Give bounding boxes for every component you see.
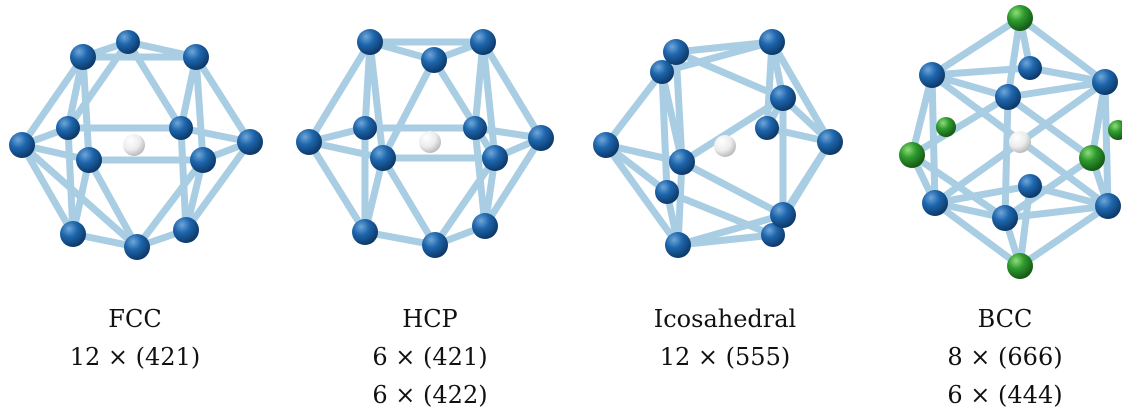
hcp-cluster xyxy=(296,29,554,258)
fcc-cluster xyxy=(9,30,263,260)
icosahedral-cluster xyxy=(593,29,843,258)
bcc-cluster xyxy=(899,5,1122,279)
bcc-center-atom xyxy=(1009,131,1031,153)
bcc-title: BCC xyxy=(977,305,1033,333)
icosahedral-title: Icosahedral xyxy=(653,305,797,333)
bcc-caption: BCC 8 × (666) 6 × (444) xyxy=(870,300,1122,414)
bcc-line-2: 6 × (444) xyxy=(947,381,1063,409)
hcp-center-atom xyxy=(419,131,441,153)
hcp-caption: HCP 6 × (421) 6 × (422) xyxy=(295,300,565,414)
hcp-atoms xyxy=(296,29,554,258)
fcc-atoms xyxy=(9,30,263,260)
icosahedral-caption: Icosahedral 12 × (555) xyxy=(590,300,860,376)
icosahedral-atoms xyxy=(593,29,843,258)
panel-bcc: BCC 8 × (666) 6 × (444) xyxy=(870,0,1122,417)
hcp-title: HCP xyxy=(402,305,458,333)
hcp-line-2: 6 × (422) xyxy=(372,381,488,409)
fcc-center-atom xyxy=(123,134,145,156)
hcp-line-1: 6 × (421) xyxy=(372,343,488,371)
icosahedral-line-1: 12 × (555) xyxy=(659,343,791,371)
fcc-line-1: 12 × (421) xyxy=(69,343,201,371)
fcc-caption: FCC 12 × (421) xyxy=(0,300,270,376)
bcc-atoms xyxy=(899,5,1122,279)
panel-icosahedral: Icosahedral 12 × (555) xyxy=(590,0,860,417)
panel-hcp: HCP 6 × (421) 6 × (422) xyxy=(295,0,565,417)
panel-fcc: FCC 12 × (421) xyxy=(0,0,270,417)
fcc-title: FCC xyxy=(108,305,162,333)
icosahedral-center-atom xyxy=(714,135,736,157)
bcc-line-1: 8 × (666) xyxy=(947,343,1063,371)
